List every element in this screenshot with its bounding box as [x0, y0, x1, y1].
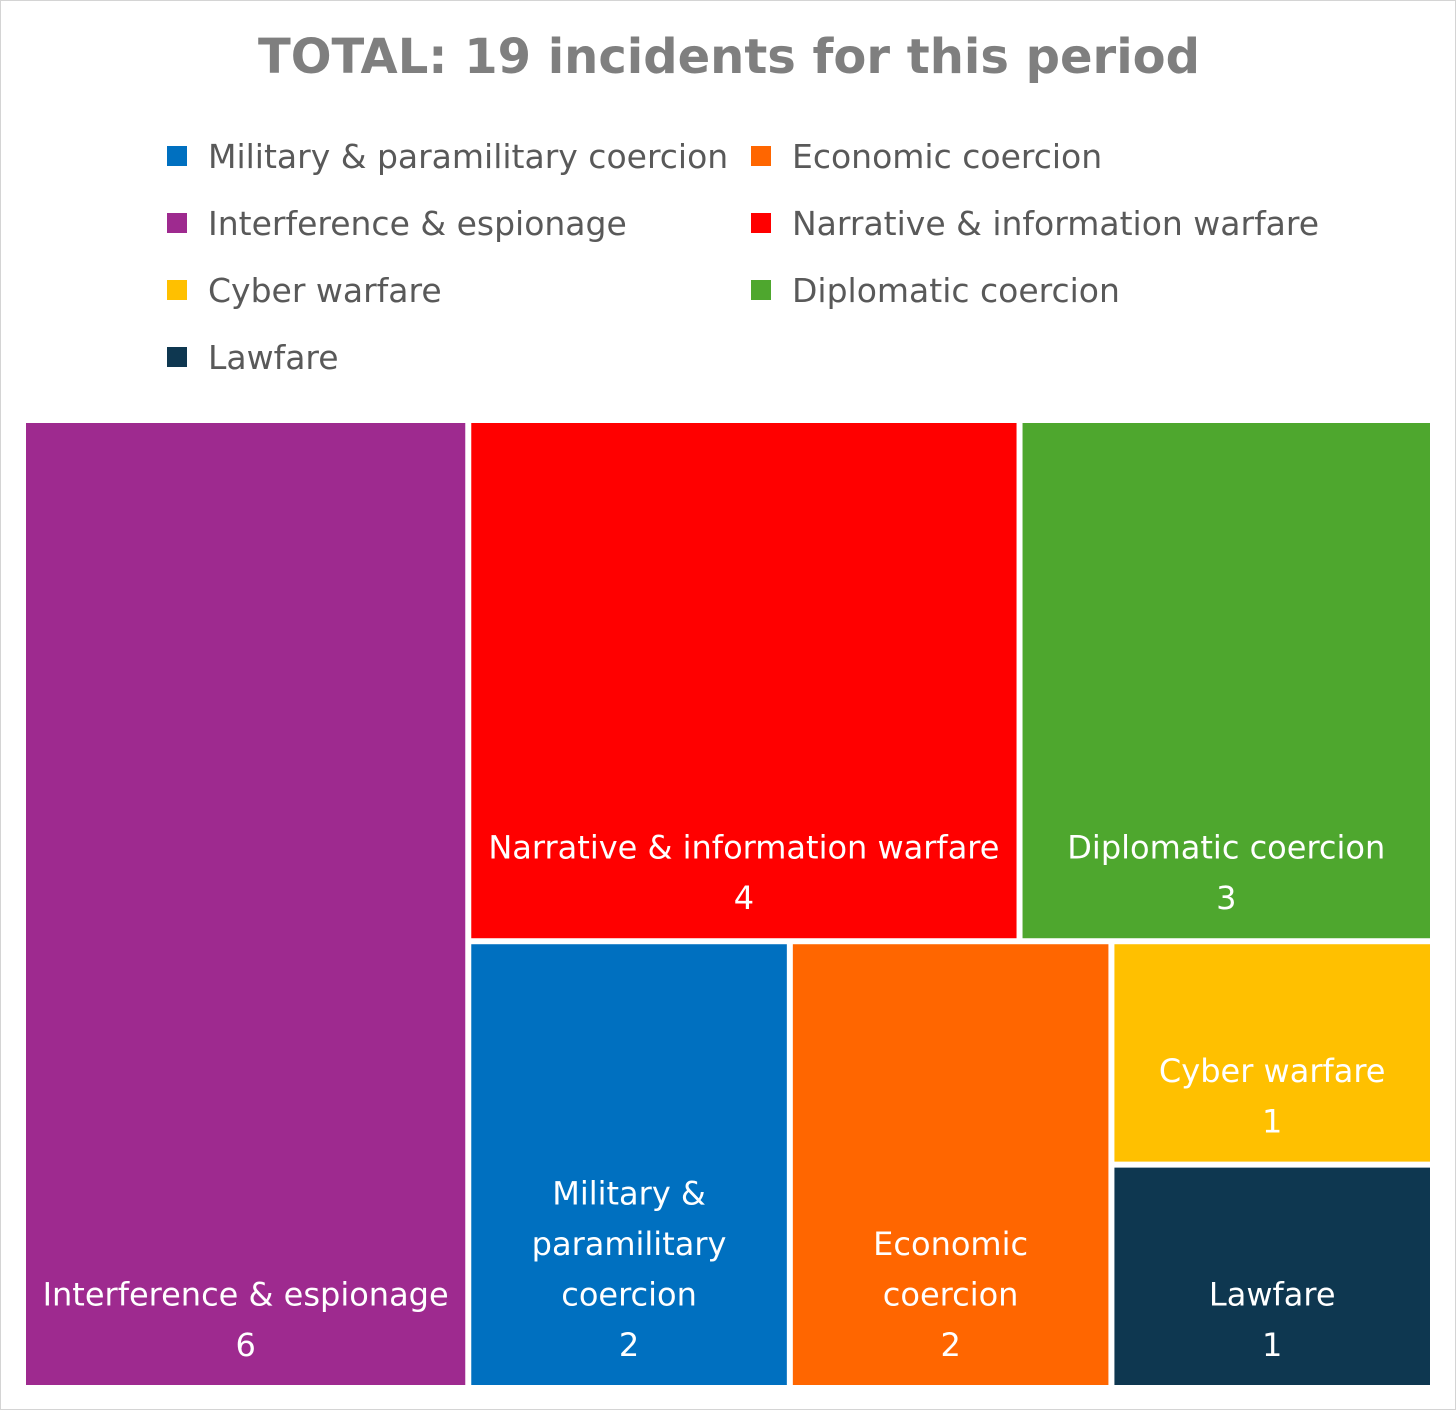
legend-label: Cyber warfare [208, 270, 442, 310]
tile-category-label: Narrative & information warfare [488, 829, 999, 867]
chart-title: TOTAL: 19 incidents for this period [257, 29, 1201, 85]
tile-economic-coercion [792, 944, 1109, 1385]
legend-swatch [167, 213, 187, 233]
legend-swatch [167, 146, 187, 166]
tile-diplomatic-coercion [1022, 423, 1430, 939]
legend-item-diplomatic-coercion: Diplomatic coercion [751, 268, 1120, 312]
tile-group-interference-and-espionage: Interference & espionage 6 [26, 423, 466, 1385]
legend-swatch [751, 213, 771, 233]
legend-label: Economic coercion [792, 136, 1103, 176]
tile-group-economic-coercion: Economic coercion 2 [792, 944, 1109, 1385]
legend-label: Narrative & information warfare [792, 203, 1320, 243]
legend-item-military-and-paramilitary-coercion: Military & paramilitary coercion [167, 134, 728, 178]
tile-value-label: 1 [1262, 1103, 1282, 1141]
tile-cyber-warfare [1114, 944, 1430, 1162]
legend-swatch [751, 146, 771, 166]
legend-item-narrative-and-information-warfare: Narrative & information warfare [751, 201, 1319, 245]
tile-lawfare [1114, 1167, 1430, 1385]
legend-label: Lawfare [208, 337, 339, 377]
tile-value-label: 3 [1216, 879, 1236, 917]
legend-item-interference-and-espionage: Interference & espionage [167, 201, 627, 245]
legend-swatch [751, 280, 771, 300]
tile-category-label: Diplomatic coercion [1067, 829, 1385, 867]
tile-category-label: Cyber warfare [1159, 1052, 1386, 1090]
tile-group-lawfare: Lawfare 1 [1114, 1167, 1430, 1385]
tile-group-military-and-paramilitary-coercion: Military & paramilitary coercion 2 [471, 944, 787, 1385]
legend-swatch [167, 280, 187, 300]
tile-military-and-paramilitary-coercion [471, 944, 787, 1385]
tile-value-label: 2 [940, 1326, 960, 1364]
tile-value-label: 1 [1262, 1326, 1282, 1364]
tile-category-label: Military & [552, 1175, 706, 1213]
legend-item-lawfare: Lawfare [167, 335, 339, 379]
legend-label: Interference & espionage [208, 203, 627, 243]
tile-value-label: 2 [619, 1326, 639, 1364]
legend-label: Diplomatic coercion [792, 270, 1120, 310]
tile-value-label: 4 [734, 879, 754, 917]
tile-category-label: Economic [873, 1225, 1028, 1263]
tile-category-label: coercion [883, 1276, 1019, 1314]
tile-interference-and-espionage [26, 423, 466, 1385]
tile-category-label: Interference & espionage [43, 1276, 449, 1314]
legend-item-cyber-warfare: Cyber warfare [167, 268, 442, 312]
tile-category-label: paramilitary [532, 1225, 727, 1263]
tile-category-label: coercion [561, 1276, 697, 1314]
legend-item-economic-coercion: Economic coercion [751, 134, 1102, 178]
tile-value-label: 6 [235, 1326, 255, 1364]
tile-group-diplomatic-coercion: Diplomatic coercion 3 [1022, 423, 1430, 939]
tile-narrative-and-information-warfare [471, 423, 1017, 939]
legend-label: Military & paramilitary coercion [208, 136, 729, 176]
tile-group-narrative-and-information-warfare: Narrative & information warfare 4 [471, 423, 1017, 939]
tile-group-cyber-warfare: Cyber warfare 1 [1114, 944, 1430, 1162]
legend-swatch [167, 347, 187, 367]
tile-category-label: Lawfare [1209, 1276, 1336, 1314]
